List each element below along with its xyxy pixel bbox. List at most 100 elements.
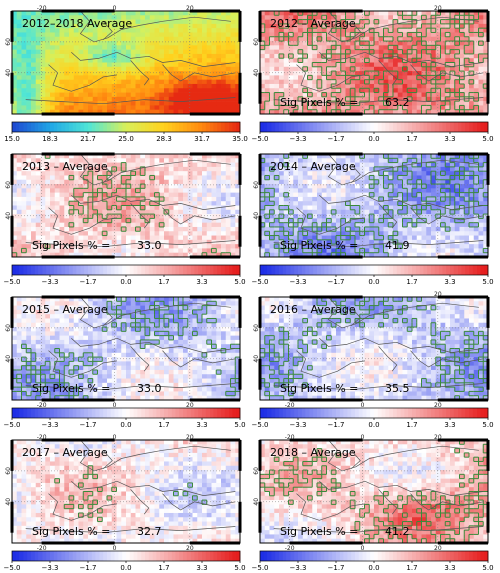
colorbar-tick-label: −1.7 — [328, 421, 345, 429]
colorbar-tick-label: 31.7 — [194, 135, 210, 143]
panel-y2013: 60 40 2013 – Average Sig Pixels % = 33.0 −5.0… — [4, 152, 246, 286]
colorbar-tick-label: 5.0 — [482, 564, 493, 572]
bottom-tick-label: -20 — [285, 545, 295, 552]
colorbar-tick-label: 0.0 — [120, 421, 131, 429]
colorbar: −5.0 −3.3 −1.7 0.0 1.7 3.3 5.0 — [252, 264, 494, 286]
bottom-tick-label: 20 — [186, 402, 194, 409]
map-field — [12, 154, 240, 257]
colorbar-tick-label: 18.3 — [42, 135, 58, 143]
colorbar-tick-label: 28.3 — [156, 135, 172, 143]
bottom-tick-label: 0 — [361, 402, 365, 409]
colorbar-tick-label: 3.3 — [196, 421, 207, 429]
bottom-tick-label: 0 — [113, 402, 117, 409]
coastlines — [25, 297, 236, 391]
left-tick-label: 40 — [5, 69, 12, 77]
colorbar-tick-label: −1.7 — [80, 421, 97, 429]
panel-y2016: 20 -20 0 20 60 40 2016 – Average Sig Pixels % =… — [252, 291, 494, 429]
colorbar-tick-label: 1.7 — [158, 278, 169, 286]
top-tick-label: 0 — [361, 434, 365, 441]
significance-mask — [260, 11, 488, 114]
map-field — [260, 297, 488, 400]
colorbar-tick-label: 0.0 — [368, 564, 379, 572]
colorbar-tick-label: 1.7 — [406, 278, 417, 286]
sig-pixels-label: Sig Pixels % = — [280, 382, 358, 395]
colorbar: −5.0 −3.3 −1.7 0.0 1.7 3.3 5.0 — [4, 407, 246, 429]
sig-pixels-label: Sig Pixels % = — [32, 525, 110, 538]
coastlines — [273, 154, 484, 248]
colorbar-tick-label: 3.3 — [444, 278, 455, 286]
colorbar-tick-label: 0.0 — [368, 135, 379, 143]
panel-title: 2015 – Average — [22, 303, 108, 316]
colorbar-tick-label: −1.7 — [80, 278, 97, 286]
panel-title: 2017 – Average — [22, 446, 108, 459]
map-field — [260, 440, 488, 543]
colorbar-tick-label: 15.0 — [4, 135, 20, 143]
map-field — [12, 297, 240, 400]
colorbar-tick-label: −5.0 — [4, 421, 21, 429]
left-tick-label: 60 — [253, 181, 260, 189]
bottom-tick-label: 20 — [434, 545, 442, 552]
bottom-tick-label: 20 — [186, 545, 194, 552]
panel-title: 2014 – Average — [270, 160, 356, 173]
colorbar-tick-label: −3.3 — [290, 278, 307, 286]
colorbar-tick-label: 0.0 — [120, 278, 131, 286]
top-tick-label: 0 — [113, 5, 117, 12]
sig-pixels-value: 32.7 — [137, 525, 162, 538]
significance-mask — [12, 297, 240, 400]
colorbar-tick-label: −5.0 — [252, 564, 269, 572]
colorbar: −5.0 −3.3 −1.7 0.0 1.7 3.3 5.0 — [4, 264, 246, 286]
colorbar: −5.0 −3.3 −1.7 0.0 1.7 3.3 5.0 — [4, 550, 246, 572]
bottom-tick-label: 0 — [361, 545, 365, 552]
left-tick-label: 40 — [253, 212, 260, 220]
colorbar-tick-label: −5.0 — [252, 135, 269, 143]
colorbar-tick-label: 0.0 — [368, 278, 379, 286]
colorbar-tick-label: 3.3 — [444, 564, 455, 572]
colorbar-tick-label: 5.0 — [234, 278, 245, 286]
bottom-tick-label: -20 — [37, 545, 47, 552]
sig-pixels-value: 41.9 — [385, 239, 410, 252]
sig-pixels-value: 33.0 — [137, 382, 162, 395]
colorbar-tick-label: 25.0 — [118, 135, 134, 143]
bottom-tick-label: -20 — [37, 402, 47, 409]
bottom-tick-label: 0 — [113, 545, 117, 552]
colorbar-tick-label: 5.0 — [234, 564, 245, 572]
colorbar-tick-label: −3.3 — [42, 421, 59, 429]
panel-y2012: 20 60 40 2012 – Average Sig Pixels % = 63.2 −5… — [252, 5, 494, 143]
left-tick-label: 40 — [5, 498, 12, 506]
colorbar-tick-label: 5.0 — [234, 421, 245, 429]
panel-y2018: -20 0 20 -20 0 20 60 40 2018 – Average Sig Pixels… — [252, 434, 494, 572]
bottom-tick-label: -20 — [285, 402, 295, 409]
colorbar: −5.0 −3.3 −1.7 0.0 1.7 3.3 5.0 — [252, 407, 494, 429]
top-tick-label: -20 — [285, 434, 295, 441]
left-tick-label: 60 — [253, 38, 260, 46]
colorbar-tick-label: 1.7 — [158, 564, 169, 572]
top-tick-label: -20 — [37, 5, 47, 12]
bottom-tick-label: 20 — [434, 402, 442, 409]
colorbar-tick-label: −5.0 — [252, 278, 269, 286]
significance-mask — [12, 154, 231, 257]
colorbar-tick-label: 3.3 — [196, 278, 207, 286]
colorbar-tick-label: 3.3 — [444, 421, 455, 429]
sig-pixels-label: Sig Pixels % = — [280, 96, 358, 109]
left-tick-label: 60 — [5, 467, 12, 475]
panel-title: 2013 – Average — [22, 160, 108, 173]
colorbar-tick-label: 0.0 — [368, 421, 379, 429]
panel-y2014: 60 40 2014 – Average Sig Pixels % = 41.9 −5.0… — [252, 152, 494, 286]
colorbar-tick-label: −3.3 — [290, 421, 307, 429]
colorbar-tick-label: −5.0 — [252, 421, 269, 429]
colorbar-tick-label: −3.3 — [290, 135, 307, 143]
panel-y2017: -20 0 20 -20 0 20 60 40 2017 – Average Sig Pixels… — [4, 434, 246, 572]
colorbar-tick-label: 21.7 — [80, 135, 96, 143]
colorbar-tick-label: −1.7 — [328, 278, 345, 286]
colorbar-tick-label: 3.3 — [444, 135, 455, 143]
colorbar-tick-label: −5.0 — [4, 278, 21, 286]
coastlines — [25, 11, 236, 105]
colorbar: −5.0 −3.3 −1.7 0.0 1.7 3.3 5.0 — [252, 550, 494, 572]
sig-pixels-label: Sig Pixels % = — [280, 239, 358, 252]
left-tick-label: 60 — [5, 181, 12, 189]
sig-pixels-value: 63.2 — [385, 96, 410, 109]
left-tick-label: 40 — [253, 69, 260, 77]
colorbar-tick-label: 1.7 — [406, 564, 417, 572]
colorbar-tick-label: 5.0 — [482, 135, 493, 143]
